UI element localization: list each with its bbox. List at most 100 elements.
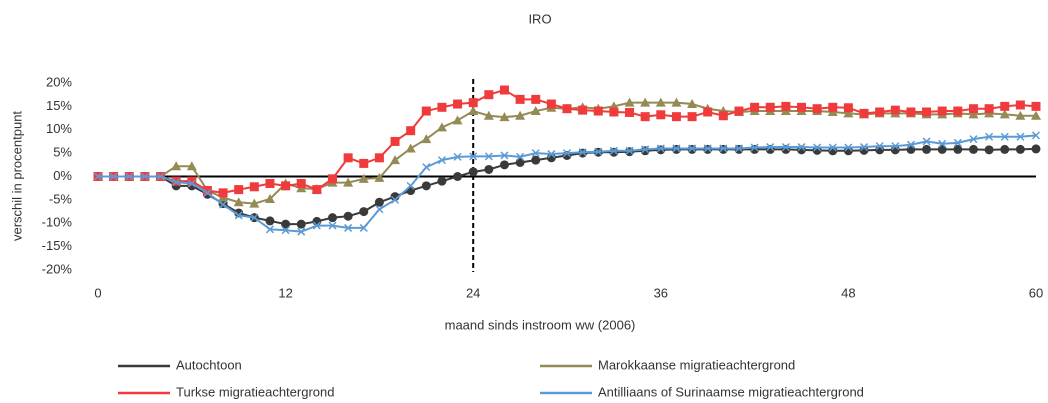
y-axis-label: verschil in procentpunt: [9, 111, 24, 241]
marker: [1000, 101, 1010, 111]
marker: [328, 213, 337, 223]
marker: [484, 152, 493, 161]
marker: [468, 106, 479, 116]
marker: [530, 106, 541, 116]
marker: [344, 223, 353, 232]
marker: [203, 188, 212, 197]
x-axis-label: maand sinds instroom ww (2006): [445, 317, 636, 332]
marker: [562, 104, 572, 114]
marker: [140, 172, 149, 181]
marker: [781, 143, 790, 152]
marker: [813, 143, 822, 152]
marker: [843, 103, 853, 113]
marker: [405, 143, 416, 153]
marker: [359, 158, 369, 168]
marker: [453, 99, 463, 109]
marker: [499, 160, 509, 170]
marker: [641, 145, 650, 154]
marker: [875, 107, 885, 117]
marker: [516, 152, 525, 161]
marker: [171, 161, 182, 171]
marker: [906, 107, 916, 117]
marker: [406, 126, 416, 136]
marker: [437, 156, 446, 165]
marker: [453, 172, 463, 181]
marker: [734, 106, 744, 116]
marker: [922, 107, 932, 117]
marker: [359, 207, 369, 217]
marker: [375, 205, 384, 214]
marker: [891, 142, 900, 151]
marker: [547, 150, 556, 159]
marker: [797, 143, 806, 152]
legend-label: Turkse migratieachtergrond: [176, 384, 334, 399]
marker: [687, 99, 698, 109]
marker: [969, 135, 978, 144]
y-tick-label: -20%: [42, 261, 73, 276]
legend-label: Autochtoon: [176, 357, 242, 372]
marker: [390, 136, 400, 146]
marker: [938, 139, 947, 148]
marker: [968, 104, 978, 114]
marker: [281, 226, 290, 235]
marker: [671, 112, 681, 122]
marker: [718, 111, 728, 121]
marker: [187, 176, 197, 186]
marker: [172, 178, 181, 187]
marker: [531, 94, 541, 104]
marker: [625, 146, 634, 155]
marker: [985, 132, 994, 141]
marker: [1016, 132, 1025, 141]
marker: [358, 173, 369, 183]
marker: [890, 105, 900, 115]
marker: [421, 106, 431, 116]
marker: [625, 107, 635, 117]
y-tick-label: -5%: [49, 191, 73, 206]
marker: [249, 198, 260, 208]
marker: [202, 186, 212, 196]
x-tick-label: 0: [94, 285, 101, 300]
y-tick-label: 5%: [53, 145, 72, 160]
x-tick-label: 24: [466, 285, 480, 300]
y-tick-label: 15%: [46, 98, 72, 113]
marker: [483, 110, 494, 120]
marker: [469, 152, 478, 161]
marker: [281, 219, 291, 229]
marker: [437, 102, 447, 112]
marker: [624, 97, 635, 107]
marker: [781, 101, 791, 111]
marker: [422, 163, 431, 172]
marker: [593, 106, 603, 116]
x-tick-label: 60: [1029, 285, 1043, 300]
marker: [860, 143, 869, 152]
marker: [390, 155, 401, 165]
marker: [765, 102, 775, 112]
marker: [499, 85, 509, 95]
marker: [156, 172, 165, 181]
marker: [328, 221, 337, 230]
marker: [281, 181, 291, 191]
legend-label: Marokkaanse migratieachtergrond: [598, 357, 795, 372]
marker: [875, 142, 884, 151]
marker: [672, 144, 681, 153]
marker: [640, 97, 651, 107]
marker: [859, 108, 869, 118]
marker: [953, 106, 963, 116]
marker: [406, 181, 415, 190]
marker: [297, 227, 306, 236]
marker: [1015, 110, 1026, 120]
legend-label: Antilliaans of Surinaamse migratieachter…: [598, 384, 864, 399]
marker: [499, 112, 510, 122]
marker: [968, 144, 978, 154]
marker: [125, 172, 134, 181]
marker: [484, 164, 494, 174]
marker: [186, 161, 197, 171]
marker: [343, 153, 353, 163]
marker: [656, 145, 666, 155]
marker: [984, 104, 994, 114]
marker: [234, 211, 243, 220]
marker: [843, 146, 853, 156]
marker: [249, 182, 259, 192]
marker: [594, 147, 603, 156]
marker: [906, 144, 916, 154]
